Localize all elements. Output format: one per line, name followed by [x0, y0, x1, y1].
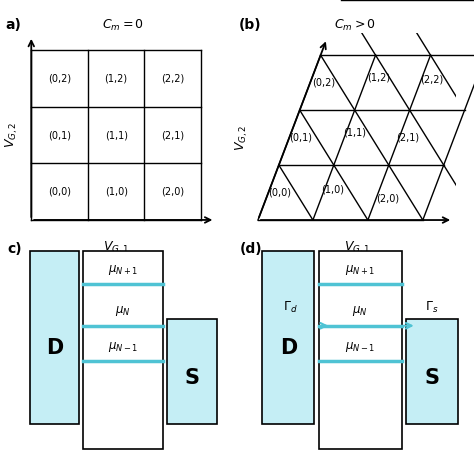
- Text: $\Gamma_d$: $\Gamma_d$: [283, 300, 298, 315]
- Bar: [319, 251, 402, 449]
- Text: (2,0): (2,0): [376, 193, 399, 203]
- Text: S: S: [425, 368, 440, 388]
- Text: (1,0): (1,0): [105, 187, 128, 197]
- Text: a): a): [6, 18, 21, 32]
- Text: $\mu_{N-1}$: $\mu_{N-1}$: [345, 340, 375, 354]
- Text: D: D: [280, 337, 297, 357]
- Text: $\mu_{N+1}$: $\mu_{N+1}$: [108, 263, 138, 277]
- Text: D: D: [46, 337, 63, 357]
- Text: $V_{G,2}$: $V_{G,2}$: [233, 124, 250, 151]
- Text: $\mu_{N-1}$: $\mu_{N-1}$: [108, 340, 138, 354]
- Title: $C_m= 0$: $C_m= 0$: [102, 18, 144, 33]
- Text: (0,0): (0,0): [48, 187, 71, 197]
- Text: (1,2): (1,2): [366, 72, 390, 82]
- Text: $V_{G,2}$: $V_{G,2}$: [3, 122, 19, 148]
- Text: c): c): [8, 242, 22, 256]
- Text: S: S: [184, 368, 200, 388]
- Text: (2,1): (2,1): [396, 133, 419, 143]
- Text: (b): (b): [239, 18, 262, 32]
- Text: (d): (d): [239, 242, 262, 256]
- Text: (1,2): (1,2): [105, 73, 128, 83]
- Text: (1,0): (1,0): [321, 185, 344, 195]
- Text: (0,0): (0,0): [268, 188, 291, 198]
- Text: (2,2): (2,2): [161, 73, 184, 83]
- Text: (0,1): (0,1): [289, 133, 312, 143]
- Text: (2,0): (2,0): [161, 187, 184, 197]
- Text: $\Gamma_s$: $\Gamma_s$: [426, 300, 439, 315]
- Text: (0,1): (0,1): [48, 130, 71, 140]
- Text: $\mu_N$: $\mu_N$: [353, 304, 368, 319]
- Text: $\mu_{N+1}$: $\mu_{N+1}$: [345, 263, 375, 277]
- Bar: [167, 319, 217, 424]
- Bar: [83, 251, 163, 449]
- Bar: [30, 251, 80, 424]
- Text: $V_{G,1}$: $V_{G,1}$: [344, 239, 370, 255]
- Text: $\mu_N$: $\mu_N$: [116, 304, 131, 319]
- Text: (0,2): (0,2): [48, 73, 71, 83]
- Text: (0,2): (0,2): [312, 78, 336, 88]
- Bar: [406, 319, 458, 424]
- Text: $V_{G,1}$: $V_{G,1}$: [103, 240, 129, 256]
- Text: (1,1): (1,1): [105, 130, 128, 140]
- Bar: [262, 251, 314, 424]
- Text: (1,1): (1,1): [343, 127, 366, 137]
- Text: (2,1): (2,1): [161, 130, 184, 140]
- Title: $C_m> 0$: $C_m> 0$: [335, 18, 376, 33]
- Text: (2,2): (2,2): [420, 75, 444, 85]
